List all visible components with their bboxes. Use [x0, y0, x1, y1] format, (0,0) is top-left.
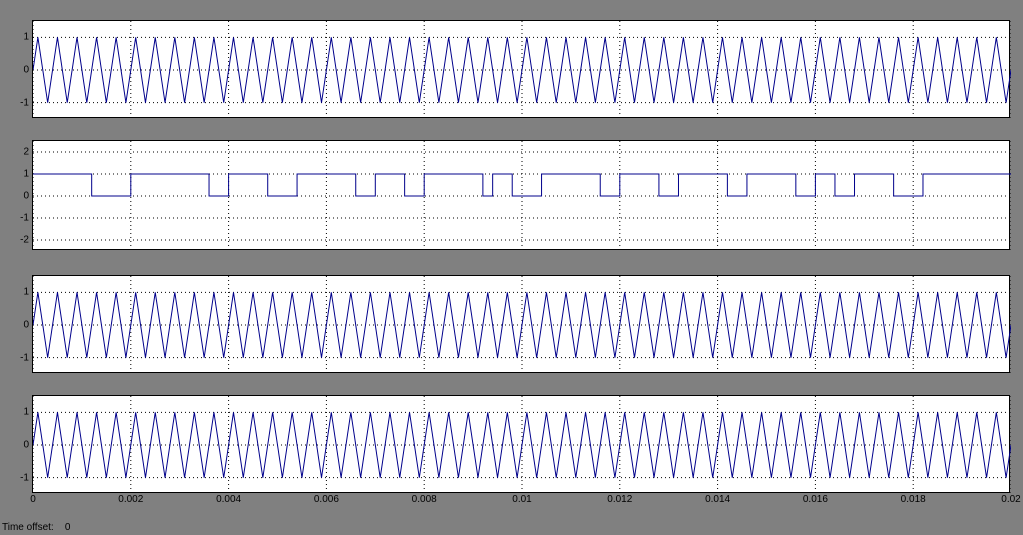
- ytick-label: 0: [23, 320, 33, 331]
- plot-panel-3: -10100.0020.0040.0060.0080.010.0120.0140…: [32, 395, 1010, 493]
- xtick-label: 0.016: [803, 492, 828, 505]
- ytick-label: 1: [23, 407, 33, 418]
- signal-trace: [33, 37, 1011, 102]
- ytick-label: 2: [23, 147, 33, 158]
- xtick-label: 0.018: [901, 492, 926, 505]
- xtick-label: 0: [30, 492, 36, 505]
- ytick-label: 1: [23, 32, 33, 43]
- xtick-label: 0.002: [118, 492, 143, 505]
- xtick-label: 0.008: [412, 492, 437, 505]
- plot-panel-0: -101: [32, 20, 1010, 118]
- plot-panel-2: -101: [32, 275, 1010, 373]
- xtick-label: 0.014: [705, 492, 730, 505]
- time-offset-text: Time offset:: [2, 522, 54, 533]
- xtick-label: 0.006: [314, 492, 339, 505]
- xtick-label: 0.01: [512, 492, 531, 505]
- plot-svg: [33, 396, 1011, 494]
- xtick-label: 0.02: [1001, 492, 1020, 505]
- plot-svg: [33, 141, 1011, 251]
- plot-panel-1: -2-1012: [32, 140, 1010, 250]
- ytick-label: -2: [20, 235, 33, 246]
- plot-svg: [33, 276, 1011, 374]
- ytick-label: -1: [20, 352, 33, 363]
- ytick-label: 0: [23, 191, 33, 202]
- ytick-label: 0: [23, 440, 33, 451]
- ytick-label: 1: [23, 287, 33, 298]
- ytick-label: -1: [20, 97, 33, 108]
- ytick-label: 1: [23, 169, 33, 180]
- signal-trace: [33, 292, 1011, 357]
- xtick-label: 0.004: [216, 492, 241, 505]
- time-offset-label: Time offset: 0: [2, 522, 70, 533]
- plot-svg: [33, 21, 1011, 119]
- ytick-label: -1: [20, 213, 33, 224]
- ytick-label: 0: [23, 65, 33, 76]
- time-offset-value: 0: [65, 522, 71, 533]
- xtick-label: 0.012: [607, 492, 632, 505]
- ytick-label: -1: [20, 472, 33, 483]
- signal-trace: [33, 412, 1011, 477]
